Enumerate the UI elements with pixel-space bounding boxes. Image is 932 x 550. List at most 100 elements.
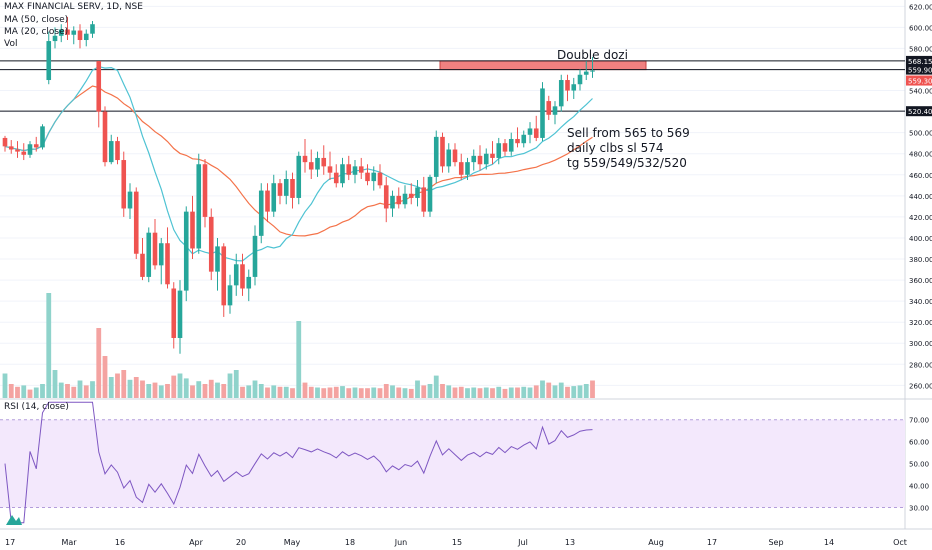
volume-bar (277, 386, 283, 398)
candle (258, 183, 264, 244)
volume-bar (40, 384, 45, 398)
price-tick-label: 500.00 (909, 130, 932, 138)
candle-body (183, 211, 189, 291)
candle-body (590, 70, 595, 72)
candle-body (358, 166, 364, 173)
candle-body (227, 285, 233, 306)
volume-legend[interactable]: Vol (4, 39, 18, 49)
current-price-label: 559.30 (908, 78, 932, 86)
time-tick-label: Jun (394, 538, 408, 547)
candle (502, 138, 508, 156)
candle-body (515, 138, 520, 144)
candle (508, 132, 514, 156)
candle (265, 183, 270, 223)
candle (221, 243, 227, 317)
ma20-legend[interactable]: MA (20, close) (4, 27, 69, 37)
candle (483, 148, 489, 170)
volume-bar (340, 386, 345, 398)
rsi-legend[interactable]: RSI (14, close) (4, 402, 69, 412)
candle (115, 136, 120, 165)
candle (446, 143, 452, 173)
candle (108, 134, 114, 165)
price-tick-label: 400.00 (909, 235, 932, 243)
candle-body (465, 162, 470, 175)
candle-body (546, 101, 552, 115)
candle (433, 130, 439, 184)
volume-bar (46, 293, 52, 398)
candle-body (90, 24, 95, 34)
candle-body (402, 193, 408, 205)
candle-body (571, 84, 577, 91)
current-price-label-bg (906, 75, 932, 86)
volume-bar (358, 388, 364, 398)
candle-body (333, 172, 339, 184)
candle-body (315, 157, 320, 170)
volume-bar (302, 382, 308, 398)
rsi-tick-label: 40.00 (909, 483, 929, 491)
candle (202, 158, 208, 228)
volume-bar (240, 386, 245, 398)
candle-body (71, 30, 77, 35)
time-tick-label: Sep (768, 538, 783, 547)
level-label-568-bg (906, 55, 932, 66)
candle (165, 227, 170, 289)
volume-bar (477, 388, 483, 398)
candle (33, 136, 39, 152)
candle-body (408, 193, 414, 198)
candle-body (271, 183, 277, 212)
candle-body (196, 164, 202, 249)
candle-body (96, 61, 102, 112)
time-tick-label: 14 (824, 538, 834, 547)
rsi-tick-label: 60.00 (909, 439, 929, 447)
volume-bar (227, 373, 233, 398)
candle (346, 155, 352, 181)
volume-bar (352, 387, 358, 398)
candle-body (308, 162, 314, 170)
volume-bar (415, 380, 420, 398)
candle-body (346, 164, 352, 175)
volume-bar (483, 387, 489, 398)
price-tick-label: 580.00 (909, 45, 932, 53)
candle (146, 227, 152, 283)
volume-bar (83, 385, 89, 398)
candle-body (302, 155, 308, 163)
candle (421, 176, 427, 217)
price-tick-label: 300.00 (909, 340, 932, 348)
level-label-520-bg (906, 106, 932, 117)
candle-body (208, 216, 214, 272)
candle (40, 124, 45, 150)
candle (408, 183, 414, 205)
candle (415, 180, 420, 207)
price-tick-label: 620.00 (909, 3, 932, 11)
candle (477, 145, 483, 171)
ma50-legend[interactable]: MA (50, close) (4, 15, 69, 25)
double-dozi-annotation: Double dozi (557, 48, 628, 62)
trade-note: Sell from 565 to 569 daily clbs sl 574 t… (567, 126, 690, 171)
candle-body (108, 141, 114, 163)
time-tick-label: 13 (565, 538, 575, 547)
candle (352, 160, 358, 184)
volume-bar (33, 387, 39, 398)
candle-body (190, 211, 195, 249)
volume-bar (271, 385, 277, 398)
candle (465, 157, 470, 181)
volume-bar (252, 380, 258, 398)
volume-bar (402, 388, 408, 398)
candle (240, 253, 245, 296)
candle (458, 153, 464, 181)
level-label-520: 520.40 (908, 108, 932, 116)
candle-body (46, 41, 52, 81)
volume-bar (52, 370, 58, 398)
ma20-line (4, 65, 593, 262)
candle-body (2, 137, 8, 147)
volume-bar (58, 382, 64, 398)
volume-bar (215, 382, 220, 398)
volume-bar (577, 385, 583, 398)
time-tick-label: Mar (61, 538, 77, 547)
candle-body (565, 80, 570, 91)
candle (533, 115, 539, 142)
volume-bar (433, 375, 439, 398)
candle (233, 253, 239, 296)
candle-body (452, 149, 458, 163)
